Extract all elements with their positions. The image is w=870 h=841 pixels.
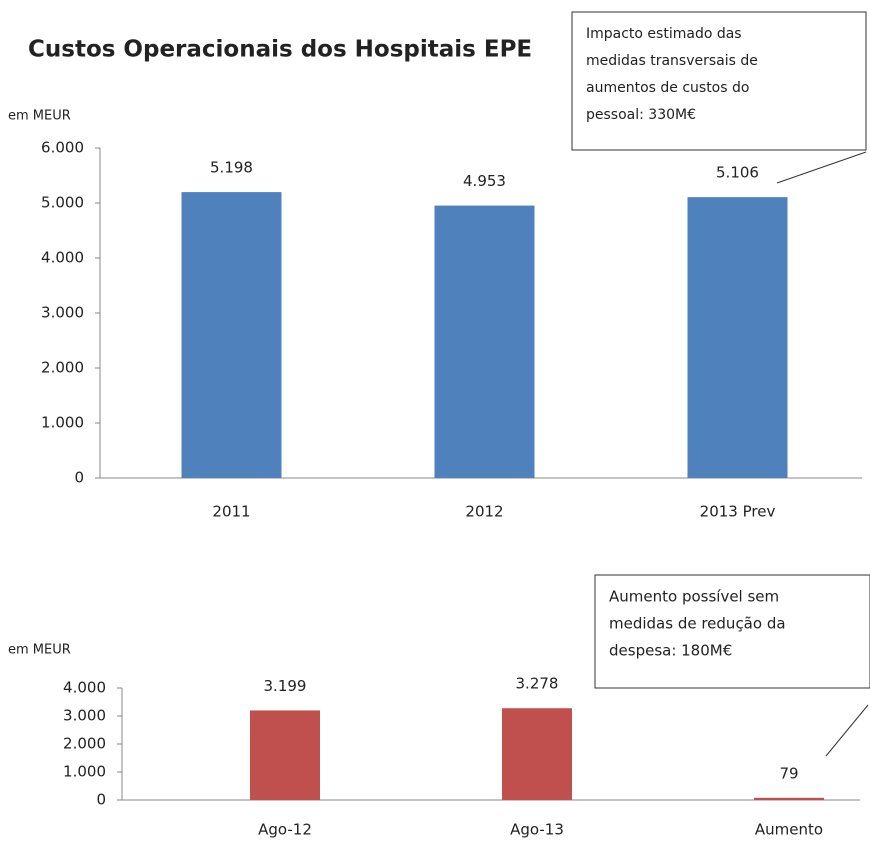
y-tick-label: 5.000 bbox=[41, 194, 84, 212]
chart-title: Custos Operacionais dos Hospitais EPE bbox=[28, 37, 532, 63]
y-tick-label: 4.000 bbox=[63, 679, 106, 697]
annotation: pessoal: 330M€ bbox=[586, 107, 696, 123]
data-label: 79 bbox=[779, 764, 798, 782]
bar bbox=[754, 797, 824, 800]
bar bbox=[250, 710, 320, 800]
x-tick-label: 2012 bbox=[465, 503, 503, 521]
y-tick-label: 1.000 bbox=[63, 763, 106, 781]
annotation: Aumento possível sem bbox=[609, 588, 779, 606]
callout-leader bbox=[776, 151, 867, 184]
x-tick-label: Ago-12 bbox=[258, 821, 312, 839]
x-tick-label: Aumento bbox=[755, 821, 823, 839]
data-label: 5.106 bbox=[716, 164, 759, 182]
bar bbox=[434, 205, 535, 478]
data-label: 5.198 bbox=[210, 159, 253, 177]
annotation: despesa: 180M€ bbox=[609, 642, 732, 660]
y-tick-label: 2.000 bbox=[41, 359, 84, 377]
x-tick-label: 2013 Prev bbox=[700, 503, 776, 521]
data-label: 3.278 bbox=[516, 675, 559, 693]
y-tick-label: 6.000 bbox=[41, 139, 84, 157]
bar bbox=[502, 708, 572, 800]
y-tick-label: 4.000 bbox=[41, 249, 84, 267]
callout-box bbox=[594, 574, 870, 689]
x-tick-label: 2011 bbox=[212, 503, 250, 521]
y-tick-label: 3.000 bbox=[63, 707, 106, 725]
annotation: aumentos de custos do bbox=[586, 80, 749, 96]
y-axis-label: em MEUR bbox=[8, 643, 71, 658]
y-axis-label: em MEUR bbox=[8, 109, 71, 124]
y-tick-label: 0 bbox=[96, 791, 106, 809]
y-tick-label: 2.000 bbox=[63, 735, 106, 753]
annotation: medidas de redução da bbox=[609, 615, 786, 633]
y-tick-label: 1.000 bbox=[41, 414, 84, 432]
y-tick-label: 0 bbox=[74, 469, 84, 487]
bar bbox=[181, 192, 282, 479]
y-tick-label: 3.000 bbox=[41, 304, 84, 322]
bar bbox=[687, 197, 788, 479]
callout-box bbox=[571, 11, 867, 151]
data-label: 4.953 bbox=[463, 172, 506, 190]
callout-leader bbox=[825, 704, 869, 757]
annotation: medidas transversais de bbox=[586, 53, 758, 69]
annotation: Impacto estimado das bbox=[586, 26, 742, 42]
x-tick-label: Ago-13 bbox=[510, 821, 564, 839]
data-label: 3.199 bbox=[264, 677, 307, 695]
